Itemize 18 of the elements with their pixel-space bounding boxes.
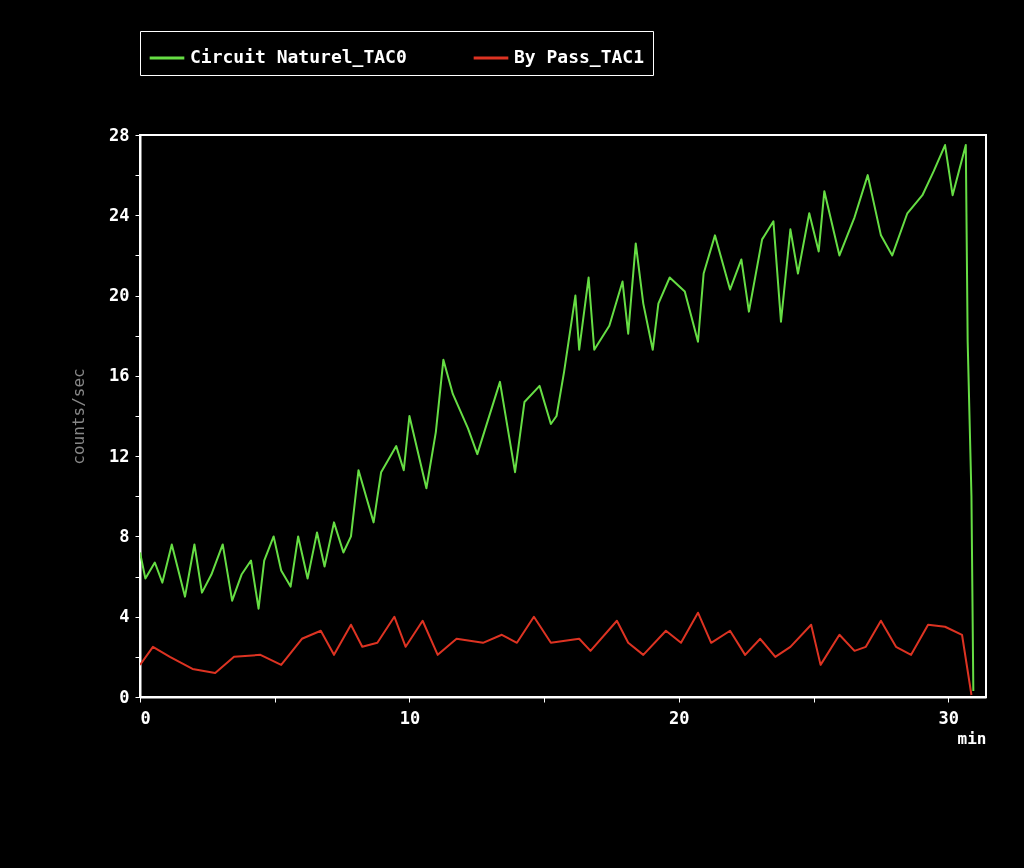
x-axis-title: min [957,728,987,748]
line-series [140,144,975,692]
x-tick-label: 10 [399,707,421,728]
y-tick-label: 0 [119,686,130,707]
y-tick-label: 4 [119,606,130,627]
y-tick-label: 16 [109,365,130,386]
x-tick-label: 20 [669,707,690,728]
y-tick-label: 20 [109,285,130,306]
legend-label: By Pass_TAC1 [514,46,645,67]
y-tick-label: 12 [109,445,130,466]
y-tick-label: 8 [119,525,130,546]
x-tick-label: 30 [938,707,960,728]
y-tick-label: 24 [109,204,130,225]
x-tick-label: 0 [140,707,151,728]
line-series [140,611,973,696]
y-tick-label: 28 [109,124,130,145]
y-axis-title: counts/sec [69,368,89,465]
legend-label: Circuit Naturel_TAC0 [190,46,407,67]
